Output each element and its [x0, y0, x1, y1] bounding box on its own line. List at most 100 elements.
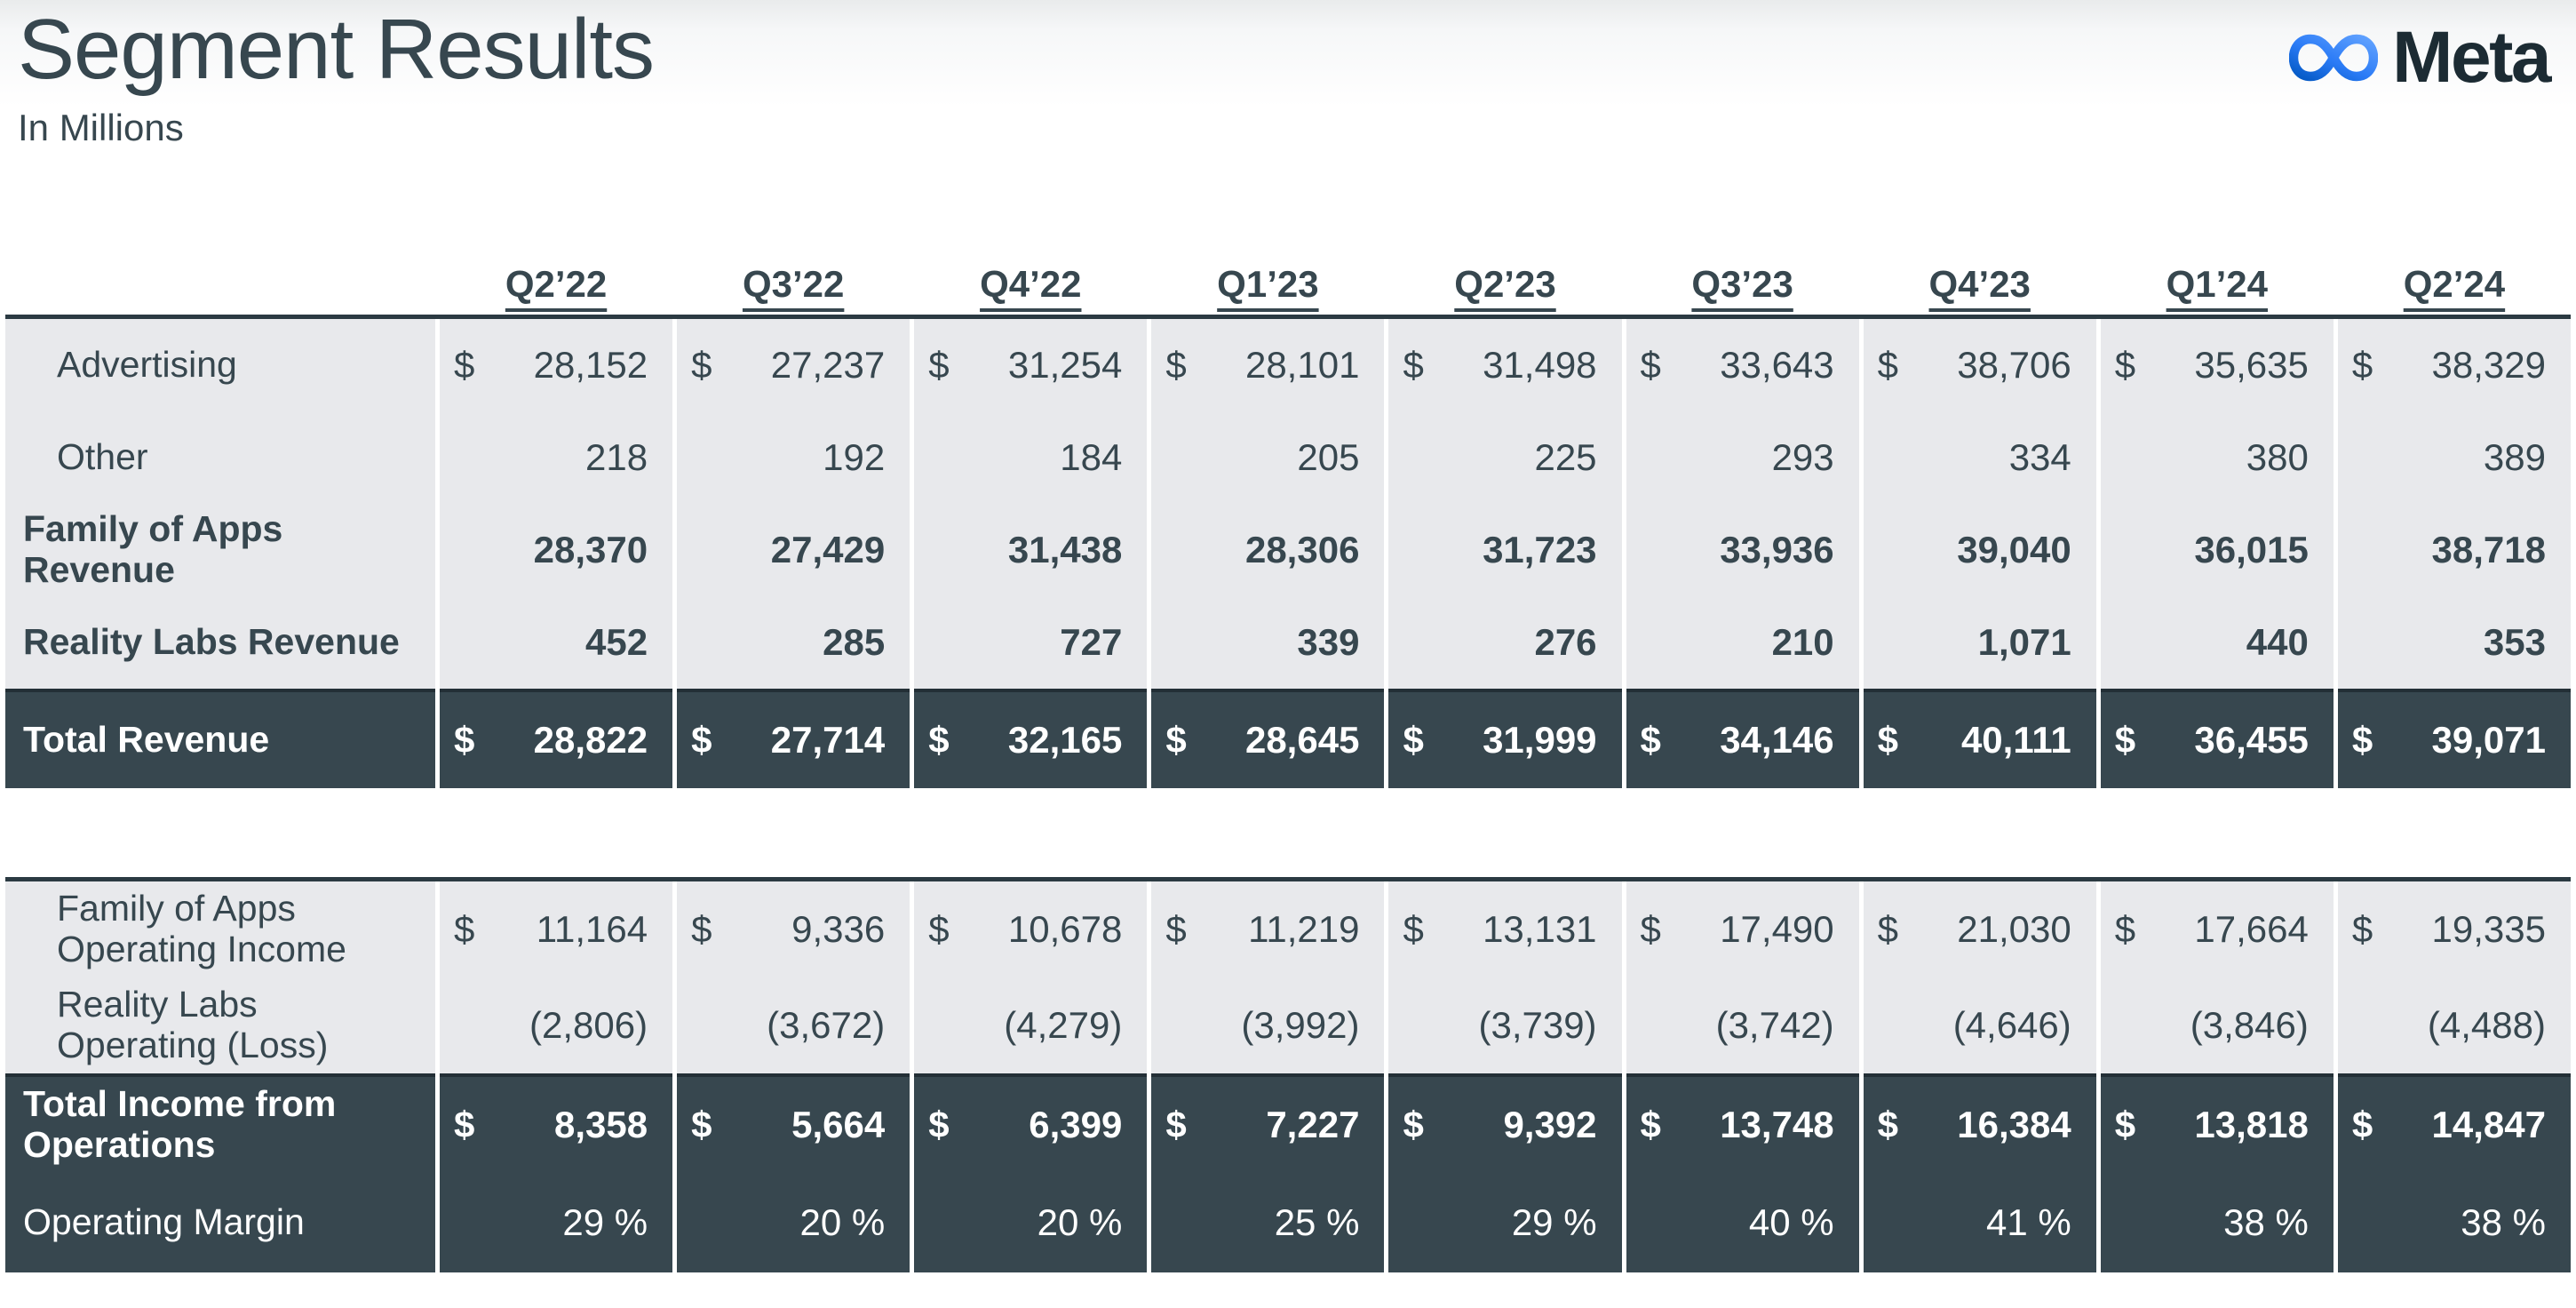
cell-value: 205 — [1297, 436, 1360, 478]
cell-value: 440 — [2246, 621, 2309, 663]
cell-value: (2,806) — [529, 1004, 648, 1046]
currency-symbol: $ — [1403, 344, 1424, 386]
value-cell: $ 34,146 — [1626, 689, 1859, 788]
cell-value: 9,392 — [1503, 1104, 1597, 1145]
cell-value: 16,384 — [1957, 1104, 2071, 1145]
value-cell: $ 13,748 — [1626, 1073, 1859, 1173]
value-cell: 389 — [2337, 411, 2571, 504]
quarter-header: Q3’23 — [1691, 263, 1793, 305]
cell-value: (3,992) — [1241, 1004, 1360, 1046]
currency-symbol: $ — [2351, 908, 2373, 950]
cell-value: 41 % — [1986, 1201, 2071, 1243]
value-cell: $ 13,131 — [1388, 881, 1622, 977]
value-cell: (3,672) — [677, 977, 910, 1073]
currency-symbol: $ — [1640, 719, 1661, 761]
currency-symbol: $ — [454, 1104, 475, 1145]
cell-value: 38 % — [2223, 1201, 2309, 1243]
quarter-header-row: Q2’22 Q3’22 Q4’22 Q1’23 Q2’23 Q3’23 Q4’2… — [5, 149, 2571, 315]
value-cell: (3,739) — [1388, 977, 1622, 1073]
value-cell: $ 19,335 — [2337, 881, 2571, 977]
value-cell: 38 % — [2100, 1173, 2334, 1272]
value-cell: $ 31,498 — [1388, 319, 1622, 411]
quarter-header: Q4’23 — [1928, 263, 2031, 305]
quarter-header: Q3’22 — [742, 263, 845, 305]
cell-value: (4,279) — [1004, 1004, 1123, 1046]
cell-value: 389 — [2483, 436, 2546, 478]
value-cell: 20 % — [677, 1173, 910, 1272]
cell-value: (4,646) — [1952, 1004, 2071, 1046]
currency-symbol: $ — [691, 344, 712, 386]
table-row: Other 218 192 184 — [5, 411, 2571, 504]
meta-logo: Meta — [2289, 21, 2551, 94]
value-cell: 353 — [2337, 596, 2571, 689]
currency-symbol: $ — [454, 908, 475, 950]
value-cell: 28,306 — [1151, 504, 1385, 596]
cell-value: 31,498 — [1483, 344, 1597, 386]
currency-symbol: $ — [2351, 1104, 2373, 1145]
value-cell: 339 — [1151, 596, 1385, 689]
cell-value: 36,455 — [2194, 719, 2309, 761]
cell-value: 40 % — [1748, 1201, 1834, 1243]
currency-symbol: $ — [1403, 908, 1424, 950]
cell-value: 29 % — [562, 1201, 648, 1243]
currency-symbol: $ — [1640, 1104, 1661, 1145]
value-cell: $ 14,847 — [2337, 1073, 2571, 1173]
row-label: Operating Margin — [5, 1173, 435, 1272]
value-cell: 380 — [2100, 411, 2334, 504]
row-label: Reality Labs Revenue — [5, 596, 435, 689]
value-cell: $ 6,399 — [914, 1073, 1148, 1173]
table-row: Reality Labs Operating (Loss) (2,806) (3… — [5, 977, 2571, 1073]
cell-value: 38,329 — [2431, 344, 2546, 386]
value-cell: 1,071 — [1863, 596, 2096, 689]
cell-value: 727 — [1060, 621, 1123, 663]
cell-value: 285 — [823, 621, 886, 663]
value-cell: $ 9,392 — [1388, 1073, 1622, 1173]
currency-symbol: $ — [691, 719, 712, 761]
cell-value: 380 — [2246, 436, 2309, 478]
slide-header: Segment Results In Millions — [0, 0, 2576, 149]
value-cell: $ 35,635 — [2100, 319, 2334, 411]
quarter-header: Q2’24 — [2403, 263, 2506, 305]
value-cell: 276 — [1388, 596, 1622, 689]
value-cell: $ 38,329 — [2337, 319, 2571, 411]
value-cell: 38,718 — [2337, 504, 2571, 596]
value-cell: 38 % — [2337, 1173, 2571, 1272]
cell-value: 10,678 — [1007, 908, 1123, 950]
value-cell: 39,040 — [1863, 504, 2096, 596]
quarter-header: Q1’24 — [2166, 263, 2269, 305]
value-cell: $ 33,643 — [1626, 319, 1859, 411]
currency-symbol: $ — [928, 1104, 950, 1145]
cell-value: 13,748 — [1720, 1104, 1834, 1145]
currency-symbol: $ — [1403, 719, 1424, 761]
currency-symbol: $ — [2114, 1104, 2136, 1145]
value-cell: $ 11,219 — [1151, 881, 1385, 977]
cell-value: 33,936 — [1720, 529, 1834, 570]
cell-value: 29 % — [1511, 1201, 1597, 1243]
cell-value: 28,645 — [1244, 719, 1360, 761]
revenue-table: Advertising $ 28,152 $ 27,237 $ 31,254 — [5, 315, 2571, 788]
table-row: Operating Margin 29 % 20 % 20 % — [5, 1173, 2571, 1272]
cell-value: 293 — [1771, 436, 1834, 478]
cell-value: 34,146 — [1720, 719, 1834, 761]
cell-value: (3,739) — [1478, 1004, 1597, 1046]
row-label: Total Revenue — [5, 689, 435, 788]
value-cell: $ 28,101 — [1151, 319, 1385, 411]
currency-symbol: $ — [928, 908, 950, 950]
value-cell: 440 — [2100, 596, 2334, 689]
currency-symbol: $ — [1877, 908, 1899, 950]
cell-value: 28,822 — [533, 719, 648, 761]
value-cell: 41 % — [1863, 1173, 2096, 1272]
cell-value: 27,429 — [770, 529, 886, 570]
table-row: Total Income from Operations $ 8,358 $ 5… — [5, 1073, 2571, 1173]
cell-value: 225 — [1534, 436, 1597, 478]
table-row: Reality Labs Revenue 452 285 727 — [5, 596, 2571, 689]
cell-value: 452 — [585, 621, 648, 663]
table-row: Total Revenue $ 28,822 $ 27,714 $ 32,165 — [5, 689, 2571, 788]
page-subtitle: In Millions — [18, 107, 184, 148]
cell-value: 31,999 — [1483, 719, 1597, 761]
cell-value: 27,237 — [770, 344, 886, 386]
value-cell: 205 — [1151, 411, 1385, 504]
currency-symbol: $ — [2114, 908, 2136, 950]
cell-value: 25 % — [1274, 1201, 1360, 1243]
cell-value: 184 — [1060, 436, 1123, 478]
